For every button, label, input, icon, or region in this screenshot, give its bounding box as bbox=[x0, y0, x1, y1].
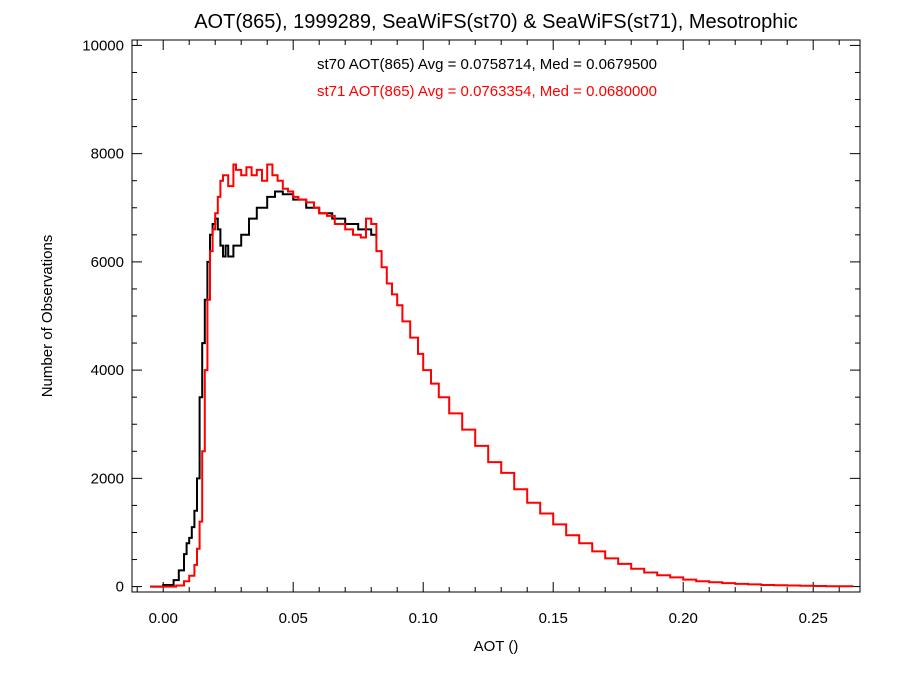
series-layer bbox=[150, 163, 854, 588]
annotation-st70: st70 AOT(865) Avg = 0.0758714, Med = 0.0… bbox=[317, 56, 657, 73]
x-axis: 0.00 0.05 0.10 0.15 0.20 0.25 bbox=[136, 40, 840, 627]
y-tick-label: 8000 bbox=[91, 146, 124, 163]
x-tick-label: 0.00 bbox=[149, 610, 178, 627]
plot-border bbox=[131, 39, 861, 593]
y-tick-label: 2000 bbox=[91, 470, 124, 487]
series-line-st71 bbox=[150, 163, 854, 588]
x-axis-label: AOT () bbox=[474, 638, 519, 655]
annotation-st71: st71 AOT(865) Avg = 0.0763354, Med = 0.0… bbox=[317, 83, 657, 100]
y-axis-label: Number of Observations bbox=[39, 235, 56, 398]
y-tick-label: 0 bbox=[116, 579, 124, 596]
x-tick-label: 0.10 bbox=[409, 610, 438, 627]
chart-title: AOT(865), 1999289, SeaWiFS(st70) & SeaWi… bbox=[194, 11, 798, 33]
x-tick-label: 0.25 bbox=[799, 610, 828, 627]
y-tick-label: 4000 bbox=[91, 362, 124, 379]
y-axis: 0 2000 4000 6000 8000 10000 bbox=[82, 37, 860, 596]
plot-frame bbox=[131, 39, 861, 593]
series-line-st70 bbox=[150, 190, 378, 588]
y-tick-label: 6000 bbox=[91, 254, 124, 271]
x-tick-label: 0.15 bbox=[539, 610, 568, 627]
y-tick-label: 10000 bbox=[82, 37, 124, 54]
x-tick-label: 0.20 bbox=[669, 610, 698, 627]
x-tick-label: 0.05 bbox=[279, 610, 308, 627]
